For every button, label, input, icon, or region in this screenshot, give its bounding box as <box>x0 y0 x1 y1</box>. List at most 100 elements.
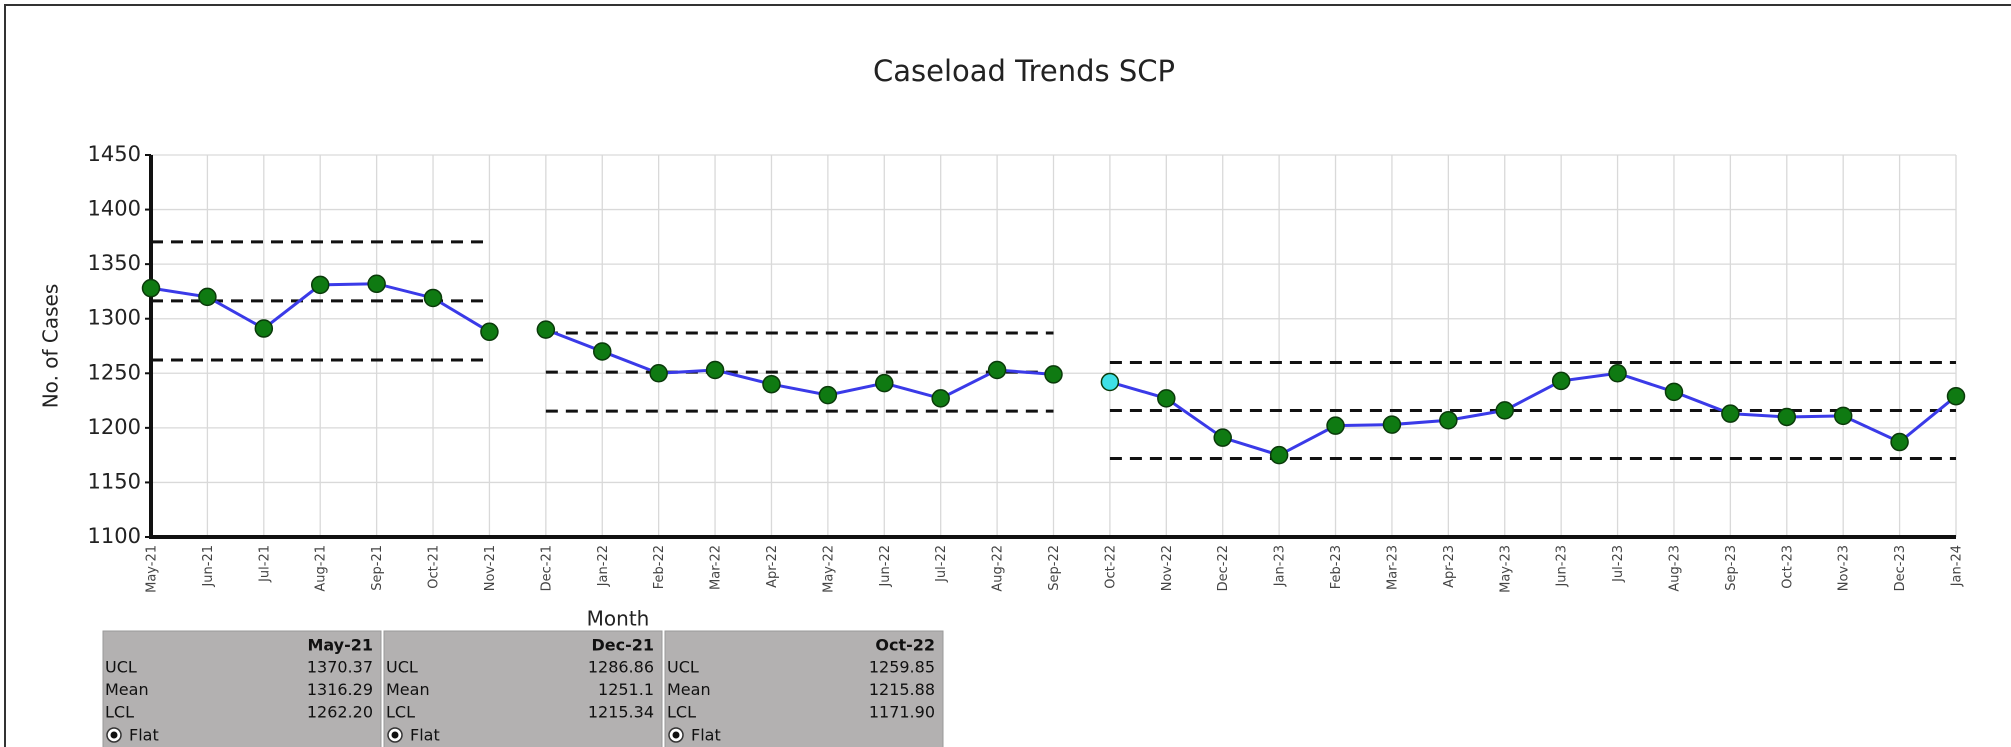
x-tick-label: Jan-24 <box>1950 545 1965 587</box>
y-tick-label: 1450 <box>88 142 141 166</box>
y-tick-label: 1200 <box>88 415 141 439</box>
x-tick-label: Sep-21 <box>370 545 385 591</box>
phase-panel <box>664 630 944 747</box>
radio-dot <box>672 731 680 739</box>
radio-label: Flat <box>691 726 721 745</box>
data-point <box>1495 401 1514 420</box>
panel-row-value: 1286.86 <box>588 658 654 677</box>
y-tick-label: 1400 <box>88 197 141 221</box>
data-line <box>545 328 1054 400</box>
data-point <box>1664 382 1684 402</box>
data-point <box>310 275 330 295</box>
phase-panel <box>102 630 382 747</box>
data-point <box>141 278 161 298</box>
data-point <box>593 342 612 361</box>
data-point <box>705 360 725 380</box>
x-tick-label: Sep-23 <box>1724 545 1739 591</box>
data-point <box>1721 404 1740 423</box>
data-point <box>480 322 499 342</box>
panel-header: Oct-22 <box>875 636 935 655</box>
x-tick-label: Jun-21 <box>201 545 216 588</box>
y-axis-label: No. of Cases <box>39 284 63 409</box>
window-border <box>4 4 2011 747</box>
data-point <box>198 287 217 307</box>
x-tick-label: Oct-21 <box>427 545 442 589</box>
x-tick-label: Dec-21 <box>539 545 554 591</box>
radio-dot <box>110 731 118 739</box>
radio-dot <box>391 731 399 739</box>
y-tick-label: 1350 <box>88 251 141 275</box>
x-tick-label: Jan-23 <box>1273 545 1288 587</box>
x-tick-label: Nov-21 <box>483 545 498 591</box>
panel-row-name: LCL <box>105 703 134 722</box>
panel-row-value: 1215.88 <box>869 680 935 699</box>
data-point <box>875 373 894 393</box>
data-point <box>987 360 1007 380</box>
x-tick-label: Jun-22 <box>878 545 893 588</box>
x-tick-label: Jul-23 <box>1611 545 1626 583</box>
data-point <box>1382 415 1402 434</box>
y-tick-label: 1250 <box>88 360 141 384</box>
data-point <box>818 385 838 405</box>
data-line <box>1109 371 1957 457</box>
panel-row-value: 1215.34 <box>588 703 654 722</box>
x-tick-label: Nov-23 <box>1837 545 1852 591</box>
data-point <box>536 320 556 339</box>
x-tick-label: Dec-23 <box>1893 545 1908 591</box>
x-tick-label: Jan-22 <box>596 545 611 587</box>
x-tick-label: May-23 <box>1498 545 1513 593</box>
phase-panel <box>383 630 663 747</box>
data-point <box>649 364 668 383</box>
x-tick-label: Dec-22 <box>1216 545 1231 591</box>
x-tick-label: May-22 <box>821 545 836 593</box>
x-tick-label: Apr-22 <box>765 545 780 588</box>
x-axis-label: Month <box>587 607 650 631</box>
data-point <box>1608 364 1627 383</box>
data-point <box>1269 445 1289 465</box>
data-point <box>1100 372 1120 392</box>
panel-row-value: 1262.20 <box>307 703 373 722</box>
data-point <box>423 288 443 308</box>
data-point <box>1213 428 1232 447</box>
panel-row-name: LCL <box>386 703 415 722</box>
panel-row-value: 1259.85 <box>869 658 935 677</box>
data-point <box>1551 371 1571 391</box>
x-tick-label: Aug-21 <box>314 545 329 592</box>
y-tick-label: 1100 <box>88 524 141 548</box>
x-tick-label: Mar-22 <box>709 545 724 590</box>
x-tick-label: Jun-23 <box>1555 545 1570 588</box>
data-point <box>1044 365 1063 384</box>
panel-row-name: UCL <box>386 658 418 677</box>
panel-row-value: 1370.37 <box>307 658 373 677</box>
panel-row-name: Mean <box>386 680 430 699</box>
x-tick-label: Oct-22 <box>1103 545 1118 589</box>
data-point <box>1439 410 1458 430</box>
data-point <box>762 374 781 394</box>
data-point <box>367 274 386 294</box>
x-tick-label: Oct-23 <box>1780 545 1795 589</box>
y-tick-label: 1150 <box>88 469 141 493</box>
data-point <box>1890 432 1909 452</box>
panel-row-value: 1171.90 <box>869 703 935 722</box>
panel-row-name: LCL <box>667 703 696 722</box>
panel-row-value: 1316.29 <box>307 680 373 699</box>
radio-label: Flat <box>410 726 440 745</box>
panel-row-name: UCL <box>667 658 699 677</box>
data-point <box>1157 389 1176 408</box>
data-point <box>1946 386 1966 406</box>
data-point <box>1833 406 1853 426</box>
radio-label: Flat <box>129 726 159 745</box>
panel-row-name: Mean <box>105 680 149 699</box>
x-tick-label: May-21 <box>145 545 160 593</box>
x-tick-label: Feb-23 <box>1329 545 1344 589</box>
x-tick-label: Mar-23 <box>1385 545 1400 590</box>
x-tick-label: Aug-23 <box>1667 545 1682 592</box>
chart-title: Caseload Trends SCP <box>873 54 1175 88</box>
x-tick-label: Sep-22 <box>1047 545 1062 591</box>
x-tick-label: Aug-22 <box>991 545 1006 592</box>
x-tick-label: Jul-21 <box>257 545 272 583</box>
data-point <box>931 389 950 408</box>
panel-row-value: 1251.1 <box>598 680 654 699</box>
panel-row-name: UCL <box>105 658 137 677</box>
